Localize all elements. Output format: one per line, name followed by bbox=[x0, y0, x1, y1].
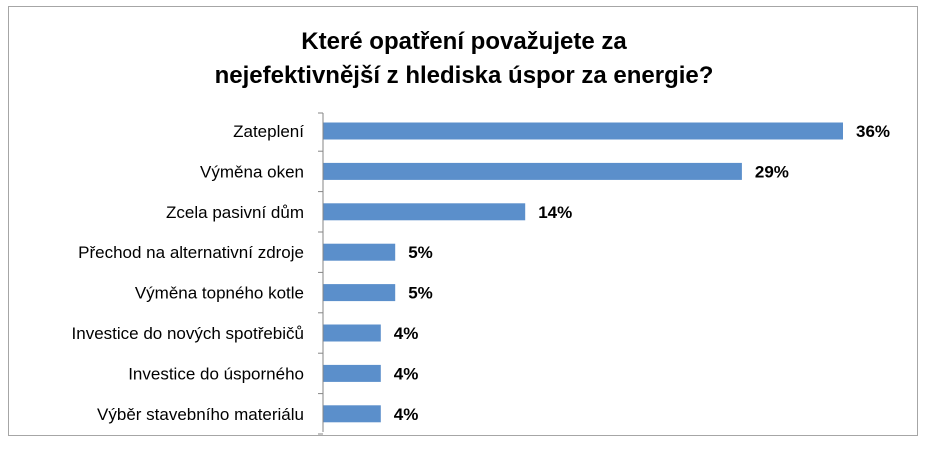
category-label-6: Investice do nových spotřebičů bbox=[72, 324, 304, 343]
bar-7 bbox=[323, 364, 381, 382]
value-label-6: 4% bbox=[394, 324, 419, 343]
value-label-3: 14% bbox=[538, 203, 572, 222]
bar-8 bbox=[323, 405, 381, 423]
category-label-3: Zcela pasivní dům bbox=[166, 203, 304, 222]
chart-title-line-1: Které opatření považujete za bbox=[301, 28, 627, 55]
category-label-1: Zateplení bbox=[233, 122, 304, 141]
value-label-5: 5% bbox=[408, 284, 433, 303]
value-label-1: 36% bbox=[856, 122, 890, 141]
value-label-2: 29% bbox=[755, 162, 789, 181]
bar-2 bbox=[323, 162, 742, 180]
category-label-7: Investice do úsporného bbox=[128, 364, 304, 383]
bar-3 bbox=[323, 203, 526, 221]
chart-frame: Které opatření považujete za nejefektivn… bbox=[8, 6, 918, 436]
category-label-5: Výměna topného kotle bbox=[135, 284, 304, 303]
category-label-8: Výběr stavebního materiálu bbox=[97, 405, 304, 424]
value-label-7: 4% bbox=[394, 364, 419, 383]
chart-title: Které opatření považujete za nejefektivn… bbox=[9, 25, 919, 93]
category-label-2: Výměna oken bbox=[200, 162, 304, 181]
bar-4 bbox=[323, 243, 396, 261]
bar-5 bbox=[323, 284, 396, 302]
value-label-8: 4% bbox=[394, 405, 419, 424]
bar-6 bbox=[323, 324, 381, 342]
category-label-4: Přechod na alternativní zdroje bbox=[78, 243, 304, 262]
bar-1 bbox=[323, 122, 843, 140]
chart-title-line-2: nejefektivnější z hlediska úspor za ener… bbox=[214, 62, 714, 89]
value-label-4: 5% bbox=[408, 243, 433, 262]
